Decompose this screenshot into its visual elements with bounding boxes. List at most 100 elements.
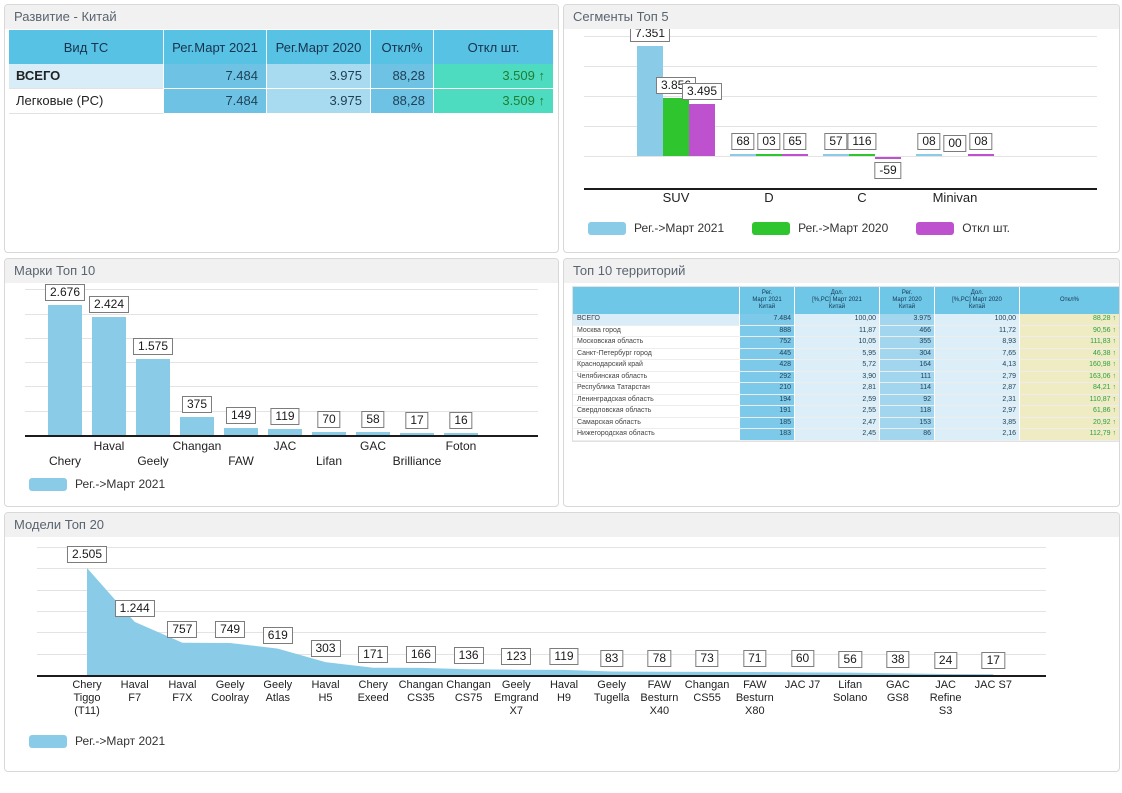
category-label[interactable]: Changan <box>172 439 222 453</box>
cell-reg-2021[interactable]: 7.484 <box>740 314 795 326</box>
cell-dev-pct[interactable]: 88,28 <box>371 89 434 114</box>
legend-item[interactable]: Рег.->Март 2021 <box>29 734 165 748</box>
category-label[interactable]: JAC J7 <box>784 679 821 691</box>
category-label[interactable]: C <box>857 190 867 205</box>
bar-Brilliance-series0[interactable] <box>400 433 434 435</box>
category-label[interactable]: FAW Besturn X80 <box>735 679 774 717</box>
category-label[interactable]: FAW Besturn X40 <box>640 679 679 717</box>
territory-name[interactable]: Санкт-Петербург город <box>573 348 740 360</box>
category-label[interactable]: GAC GS8 <box>885 679 910 704</box>
category-label[interactable]: SUV <box>662 190 690 205</box>
bar-C-series1[interactable] <box>849 154 875 156</box>
category-label[interactable]: Haval H9 <box>549 679 579 704</box>
cell-share-2020[interactable]: 2,97 <box>935 406 1020 418</box>
bar-C-series2[interactable] <box>875 157 901 159</box>
cell-reg-2021[interactable]: 191 <box>740 406 795 418</box>
bar-SUV-series0[interactable] <box>637 45 663 156</box>
category-label[interactable]: JAC <box>273 439 297 453</box>
cell-reg-2020[interactable]: 3.975 <box>267 64 371 89</box>
cell-dev-pct[interactable]: 61,86 ↑ <box>1020 406 1119 418</box>
cell-reg-2021[interactable]: 194 <box>740 394 795 406</box>
category-label[interactable]: Chery Exeed <box>357 679 389 704</box>
row-name[interactable]: ВСЕГО <box>9 64 164 89</box>
cell-share-2021[interactable]: 100,00 <box>795 314 880 326</box>
cell-reg-2021[interactable]: 185 <box>740 417 795 429</box>
cell-share-2021[interactable]: 2,45 <box>795 429 880 441</box>
territory-name[interactable]: Ленинградская область <box>573 394 740 406</box>
territory-name[interactable]: Самарская область <box>573 417 740 429</box>
cell-share-2020[interactable]: 11,72 <box>935 325 1020 337</box>
cell-reg-2020[interactable]: 3.975 <box>267 89 371 114</box>
cell-dev-pct[interactable]: 88,28 ↑ <box>1020 314 1119 326</box>
category-label[interactable]: Haval F7 <box>120 679 149 704</box>
cell-reg-2021[interactable]: 445 <box>740 348 795 360</box>
bar-Foton-series0[interactable] <box>444 433 478 435</box>
cell-share-2020[interactable]: 2,79 <box>935 371 1020 383</box>
category-label[interactable]: Geely Atlas <box>263 679 293 704</box>
cell-reg-2020[interactable]: 118 <box>880 406 935 418</box>
cell-share-2020[interactable]: 7,65 <box>935 348 1020 360</box>
bar-C-series0[interactable] <box>823 154 849 156</box>
cell-dev-pct[interactable]: 111,83 ↑ <box>1020 337 1119 349</box>
territory-name[interactable]: ВСЕГО <box>573 314 740 326</box>
category-label[interactable]: Geely <box>137 454 169 468</box>
category-label[interactable]: Haval F7X <box>168 679 197 704</box>
cell-share-2021[interactable]: 11,87 <box>795 325 880 337</box>
cell-reg-2021[interactable]: 7.484 <box>164 64 267 89</box>
cell-reg-2020[interactable]: 355 <box>880 337 935 349</box>
cell-share-2021[interactable]: 2,47 <box>795 417 880 429</box>
cell-reg-2020[interactable]: 153 <box>880 417 935 429</box>
bar-Changan-series0[interactable] <box>180 416 214 435</box>
cell-share-2021[interactable]: 2,81 <box>795 383 880 395</box>
category-label[interactable]: Haval <box>93 439 125 453</box>
cell-reg-2020[interactable]: 304 <box>880 348 935 360</box>
territory-name[interactable]: Краснодарский край <box>573 360 740 372</box>
cell-reg-2020[interactable]: 164 <box>880 360 935 372</box>
cell-share-2021[interactable]: 5,95 <box>795 348 880 360</box>
legend-item[interactable]: Рег.->Март 2021 <box>29 477 165 491</box>
bar-FAW-series0[interactable] <box>224 427 258 435</box>
territory-name[interactable]: Нижегородская область <box>573 429 740 441</box>
cell-share-2021[interactable]: 3,90 <box>795 371 880 383</box>
category-label[interactable]: Changan CS75 <box>446 679 491 704</box>
cell-share-2020[interactable]: 8,93 <box>935 337 1020 349</box>
category-label[interactable]: Haval H5 <box>311 679 340 704</box>
bar-SUV-series2[interactable] <box>689 103 715 156</box>
bar-Geely-series0[interactable] <box>136 358 170 435</box>
cell-dev-pct[interactable]: 20,92 ↑ <box>1020 417 1119 429</box>
cell-reg-2021[interactable]: 183 <box>740 429 795 441</box>
bar-SUV-series1[interactable] <box>663 98 689 156</box>
category-label[interactable]: Chery <box>48 454 82 468</box>
category-label[interactable]: FAW <box>228 454 254 468</box>
category-label[interactable]: JAC S7 <box>974 679 1012 691</box>
category-label[interactable]: Lifan <box>315 454 343 468</box>
cell-share-2021[interactable]: 5,72 <box>795 360 880 372</box>
territory-name[interactable]: Челябинская область <box>573 371 740 383</box>
cell-dev-units[interactable]: 3.509 ↑ <box>434 89 554 114</box>
cell-dev-pct[interactable]: 84,21 ↑ <box>1020 383 1119 395</box>
cell-reg-2021[interactable]: 888 <box>740 325 795 337</box>
area-series[interactable] <box>5 513 1119 771</box>
cell-dev-pct[interactable]: 46,38 ↑ <box>1020 348 1119 360</box>
category-label[interactable]: Geely Coolray <box>211 679 250 704</box>
category-label[interactable]: Chery Tiggo (T11) <box>72 679 102 717</box>
cell-share-2020[interactable]: 2,87 <box>935 383 1020 395</box>
cell-reg-2020[interactable]: 3.975 <box>880 314 935 326</box>
bar-D-series1[interactable] <box>756 154 782 156</box>
bar-D-series2[interactable] <box>782 154 808 156</box>
category-label[interactable]: Minivan <box>932 190 978 205</box>
category-label[interactable]: Brilliance <box>392 454 442 468</box>
cell-share-2021[interactable]: 2,55 <box>795 406 880 418</box>
bar-Lifan-series0[interactable] <box>312 431 346 435</box>
category-label[interactable]: Geely Emgrand X7 <box>493 679 539 717</box>
bar-Haval-series0[interactable] <box>92 317 126 435</box>
cell-dev-pct[interactable]: 90,56 ↑ <box>1020 325 1119 337</box>
legend-item[interactable]: Рег.->Март 2020 <box>752 221 888 235</box>
category-label[interactable]: D <box>764 190 774 205</box>
bar-JAC-series0[interactable] <box>268 429 302 435</box>
cell-reg-2020[interactable]: 466 <box>880 325 935 337</box>
cell-share-2020[interactable]: 2,31 <box>935 394 1020 406</box>
category-label[interactable]: Changan CS55 <box>684 679 730 704</box>
category-label[interactable]: Lifan Solano <box>833 679 868 704</box>
cell-dev-pct[interactable]: 88,28 <box>371 64 434 89</box>
